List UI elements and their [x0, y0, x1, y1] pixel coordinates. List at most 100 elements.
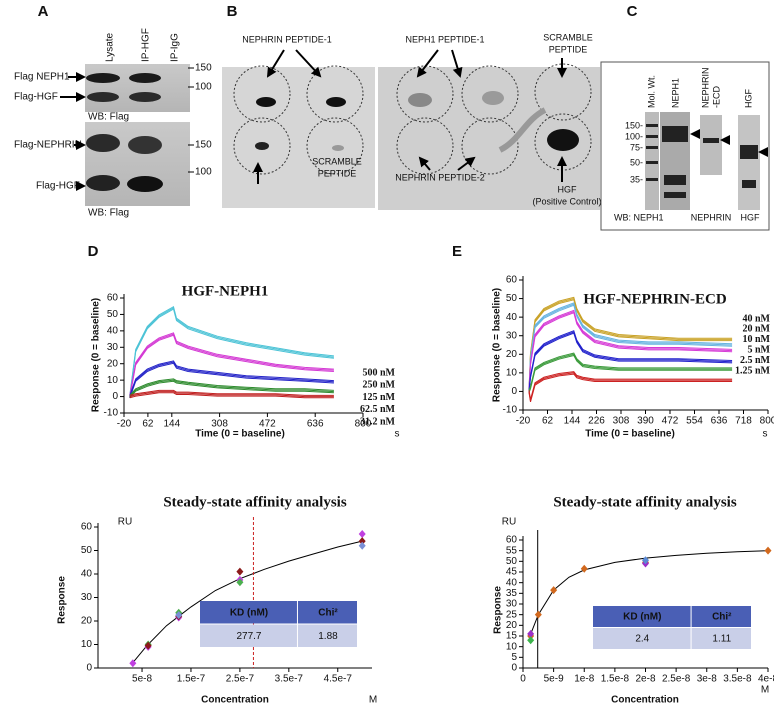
- peptide-label: HGF: [558, 184, 578, 194]
- y-tick-label: 0: [86, 663, 92, 674]
- lane-label: NEPHRIN: [700, 67, 710, 108]
- y-tick-label: 45: [506, 567, 518, 578]
- y-tick-label: 55: [506, 545, 518, 556]
- table-cell: [691, 628, 751, 649]
- sensorgram: [528, 354, 733, 393]
- y-tick-label: 50: [506, 556, 518, 567]
- y-tick-label: 40: [107, 325, 119, 336]
- spot: [332, 145, 344, 151]
- x-unit: s: [763, 429, 768, 440]
- band-label: Flag NEPH1: [14, 72, 70, 83]
- table-value: 277.7: [236, 631, 261, 642]
- data-point: [358, 541, 366, 550]
- x-unit: s: [395, 429, 400, 440]
- x-tick-label: 4e-8: [758, 674, 774, 685]
- sensorgram: [528, 352, 733, 391]
- peptide-label: SCRAMBLE: [312, 156, 362, 166]
- data-point: [527, 636, 535, 645]
- sensorgram: [129, 308, 334, 398]
- x-axis-label: Time (0 = baseline): [195, 429, 285, 440]
- table-header: Chi²: [318, 607, 338, 618]
- x-tick-label: 390: [637, 416, 654, 427]
- y-tick-label: 40: [81, 569, 93, 580]
- lane-label: Mol. Wt.: [646, 75, 656, 108]
- spot: [255, 142, 269, 150]
- x-tick-label: 2.5e-7: [226, 674, 255, 685]
- mw-marker: 100: [195, 167, 212, 178]
- band-label: Flag-HGF: [14, 92, 58, 103]
- table-value: 1.88: [318, 631, 338, 642]
- sensorgram: [528, 372, 733, 401]
- x-tick-label: 144: [163, 419, 180, 430]
- y-tick-label: 60: [107, 293, 119, 304]
- data-point: [534, 610, 542, 619]
- spot: [547, 129, 579, 151]
- panel-a: A Lysate IP-HGF IP-IgG Flag NEPH1 Flag-H…: [14, 3, 212, 219]
- y-tick-label: 20: [506, 620, 518, 631]
- sensorgram: [129, 380, 334, 399]
- data-point: [580, 564, 588, 573]
- y-tick-label: 60: [506, 275, 518, 286]
- table-header-cell: [297, 601, 357, 624]
- x-tick-label: 554: [686, 416, 703, 427]
- sensorgram: [528, 304, 733, 393]
- mw-marker: 100-: [625, 131, 643, 141]
- chart-title: Steady-state affinity analysis: [553, 494, 736, 510]
- spot-circle: [396, 117, 454, 175]
- x-tick-label: 5e-9: [544, 674, 564, 685]
- panel-b: B NEPHRIN PEPTIDE-1 SCRAMBLE PEPTIDE NEP…: [222, 3, 602, 210]
- y-tick-label: 50: [107, 309, 119, 320]
- y-tick-label: 20: [81, 616, 93, 627]
- data-point: [527, 629, 535, 638]
- spot-circle: [233, 65, 291, 123]
- sensorgram: [528, 371, 733, 400]
- y-axis-label: Response: [57, 576, 68, 624]
- x-tick-label: 2e-8: [635, 674, 655, 685]
- y-tick-label: 10: [107, 375, 119, 386]
- lane-label: HGF: [743, 89, 753, 109]
- y-tick-label: 20: [506, 349, 518, 360]
- x-tick-label: 0: [520, 674, 526, 685]
- table-header: KD (nM): [623, 612, 661, 623]
- y-tick-label: 30: [107, 342, 119, 353]
- sensorgram: [129, 391, 334, 398]
- legend-label: 62.5 nM: [360, 404, 396, 415]
- x-unit: M: [369, 695, 377, 706]
- band: [87, 92, 119, 102]
- peptide-label: NEPH1 PEPTIDE-1: [405, 34, 484, 44]
- band: [86, 175, 120, 191]
- data-point: [236, 578, 244, 587]
- y-tick-label: 40: [506, 312, 518, 323]
- peptide-label: SCRAMBLE: [543, 32, 593, 42]
- panel-label: E: [452, 243, 462, 260]
- peptide-label: PEPTIDE: [549, 44, 588, 54]
- membrane: [222, 67, 375, 208]
- wb-label: WB: Flag: [88, 208, 129, 219]
- x-tick-label: 472: [259, 419, 276, 430]
- lane-label: Lysate: [105, 32, 116, 62]
- x-axis-label: Concentration: [201, 695, 269, 706]
- lane: [738, 115, 760, 210]
- x-tick-label: 62: [542, 416, 554, 427]
- x-tick-label: 308: [211, 419, 228, 430]
- table-header: Chi²: [712, 612, 732, 623]
- x-tick-label: 5e-8: [132, 674, 152, 685]
- arrow: [418, 156, 431, 171]
- chart-title: Steady-state affinity analysis: [163, 494, 346, 510]
- legend-label: 125 nM: [363, 392, 396, 403]
- x-unit: M: [761, 685, 769, 696]
- sensorgram: [528, 353, 733, 392]
- band-label: Flag-HGF: [36, 181, 80, 192]
- mw-marker: 150: [195, 140, 212, 151]
- lane-label: NEPH1: [670, 78, 680, 108]
- x-tick-label: 4.5e-7: [324, 674, 353, 685]
- legend-label: 40 nM: [743, 313, 771, 324]
- legend-label: 250 nM: [363, 380, 396, 391]
- y-tick-label: 0: [112, 391, 118, 402]
- y-axis-label: Response (0 = baseline): [492, 288, 503, 402]
- y-axis-label: Response: [493, 586, 504, 634]
- x-tick-label: 472: [662, 416, 679, 427]
- sensorgram: [129, 378, 334, 396]
- x-tick-label: 3.5e-7: [275, 674, 304, 685]
